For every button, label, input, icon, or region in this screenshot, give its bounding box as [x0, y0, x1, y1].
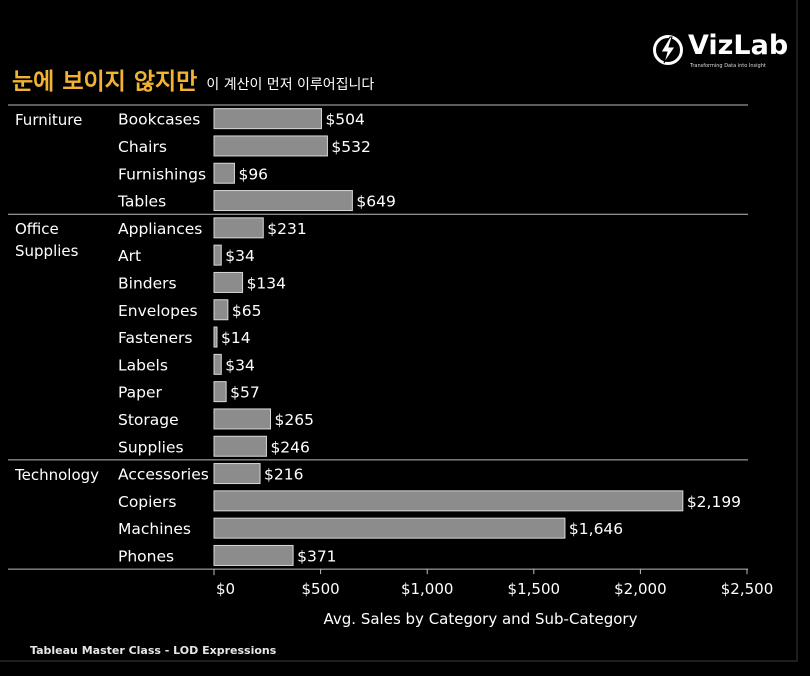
- data-label: $96: [238, 165, 268, 183]
- bar: [213, 408, 271, 430]
- data-label: $34: [225, 356, 255, 374]
- subcategory-label: Art: [118, 247, 141, 265]
- subcategory-label: Tables: [117, 193, 166, 211]
- data-label: $371: [297, 547, 336, 565]
- bar: [213, 271, 244, 293]
- subcategory-label: Chairs: [118, 138, 167, 156]
- bar: [213, 490, 684, 512]
- subcategory-label: Furnishings: [118, 165, 206, 183]
- bar: [213, 135, 328, 157]
- page-title: 눈에 보이지 않지만 이 계산이 먼저 이루어집니다: [12, 62, 374, 96]
- data-label: $231: [267, 220, 306, 238]
- category-label: Office: [15, 220, 59, 238]
- data-label: $246: [270, 438, 309, 456]
- lightning-bolt-icon: [653, 35, 683, 65]
- category-label: Furniture: [15, 111, 82, 129]
- data-label: $34: [225, 247, 255, 265]
- title-main: 눈에 보이지 않지만: [12, 69, 198, 95]
- subcategory-label: Storage: [118, 411, 179, 429]
- x-tick-label: $1,500: [508, 580, 561, 598]
- x-tick-label: $2,000: [614, 580, 667, 598]
- bar: [213, 217, 264, 239]
- bar: [213, 162, 235, 184]
- subcategory-label: Accessories: [118, 466, 209, 484]
- footer-caption: Tableau Master Class - LOD Expressions: [30, 644, 277, 657]
- x-tick-label: $0: [216, 580, 235, 598]
- data-label: $65: [232, 302, 262, 320]
- subcategory-label: Fasteners: [118, 329, 193, 347]
- bar: [213, 244, 222, 266]
- bar: [213, 299, 229, 321]
- category-label: Supplies: [15, 242, 79, 260]
- data-label: $1,646: [569, 520, 623, 538]
- vizlab-logo: VizLab Transforming Data into Insight: [650, 30, 788, 72]
- logo-tagline: Transforming Data into Insight: [690, 63, 766, 69]
- bar: [213, 326, 218, 348]
- data-label: $2,199: [687, 493, 741, 511]
- data-label: $134: [247, 274, 286, 292]
- subcategory-label: Phones: [118, 547, 174, 565]
- subcategory-label: Machines: [118, 520, 191, 538]
- title-subtitle: 이 계산이 먼저 이루어집니다: [206, 77, 375, 93]
- bar: [213, 544, 294, 566]
- logo-name: VizLab: [688, 30, 789, 61]
- subcategory-label: Binders: [118, 274, 177, 292]
- bar: [213, 190, 353, 212]
- data-label: $57: [230, 384, 260, 402]
- subcategory-label: Copiers: [118, 493, 176, 511]
- data-label: $265: [274, 411, 313, 429]
- bar: [213, 517, 566, 539]
- data-label: $649: [356, 193, 395, 211]
- subcategory-label: Labels: [118, 356, 168, 374]
- x-tick-label: $2,500: [721, 580, 774, 598]
- category-label: Technology: [14, 466, 99, 484]
- x-axis-title: Avg. Sales by Category and Sub-Category: [324, 610, 638, 628]
- x-tick-label: $1,000: [401, 580, 454, 598]
- bar: [213, 435, 267, 457]
- dashboard-frame: [0, 0, 798, 662]
- subcategory-label: Bookcases: [118, 111, 200, 129]
- subcategory-label: Paper: [118, 384, 163, 402]
- x-tick-label: $500: [302, 580, 340, 598]
- subcategory-label: Envelopes: [118, 302, 198, 320]
- data-label: $532: [331, 138, 370, 156]
- subcategory-label: Supplies: [118, 438, 184, 456]
- data-label: $504: [325, 111, 364, 129]
- bar: [213, 463, 261, 485]
- data-label: $216: [264, 466, 303, 484]
- bar: [213, 353, 222, 375]
- bar: [213, 381, 227, 403]
- bar: [213, 108, 322, 130]
- subcategory-label: Appliances: [118, 220, 202, 238]
- data-label: $14: [221, 329, 251, 347]
